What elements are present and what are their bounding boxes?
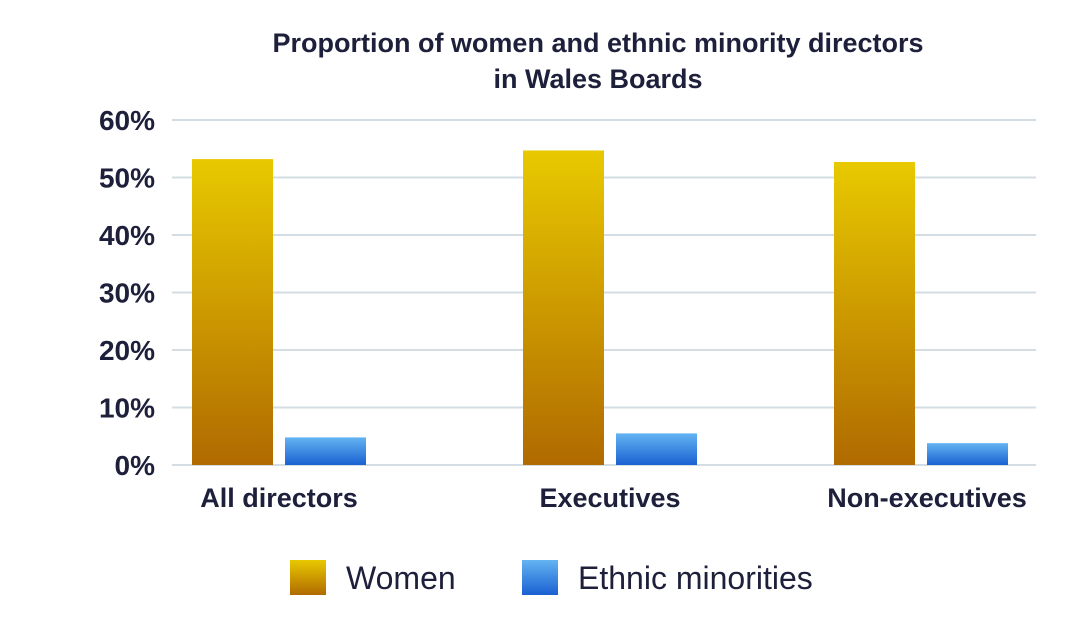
- legend-swatch: [522, 560, 558, 595]
- bar-women: [523, 150, 604, 465]
- y-tick-label: 40%: [99, 220, 155, 251]
- chart-title-line-1: Proportion of women and ethnic minority …: [272, 28, 923, 58]
- legend-label: Ethnic minorities: [578, 560, 813, 596]
- x-tick-label: Non-executives: [827, 483, 1027, 513]
- bar-ethnic-minorities: [285, 437, 366, 465]
- bar-women: [834, 161, 915, 465]
- y-tick-label: 30%: [99, 278, 155, 309]
- x-tick-label: All directors: [200, 483, 358, 513]
- legend-swatch: [290, 560, 326, 595]
- bar-ethnic-minorities: [927, 443, 1008, 465]
- y-tick-label: 10%: [99, 393, 155, 424]
- legend-label: Women: [346, 560, 456, 596]
- chart-title-line-2: in Wales Boards: [493, 64, 702, 94]
- y-tick-label: 60%: [99, 105, 155, 136]
- bar-ethnic-minorities: [616, 433, 697, 465]
- y-tick-label: 50%: [99, 163, 155, 194]
- y-tick-label: 20%: [99, 335, 155, 366]
- bar-women: [192, 159, 273, 465]
- y-tick-label: 0%: [115, 450, 156, 481]
- x-tick-label: Executives: [539, 483, 680, 513]
